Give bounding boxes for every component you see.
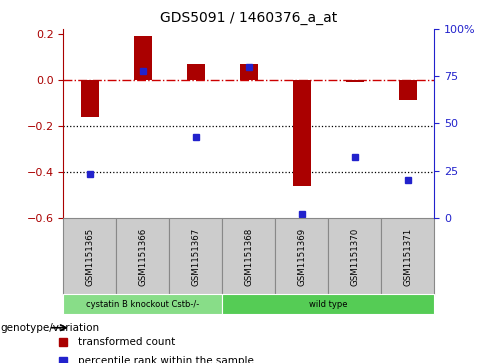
Bar <box>186 64 205 80</box>
Bar <box>381 218 434 296</box>
Bar <box>81 80 99 117</box>
Bar <box>240 64 258 80</box>
Bar <box>328 218 381 296</box>
Text: genotype/variation: genotype/variation <box>0 323 99 333</box>
Bar <box>134 36 152 80</box>
Bar <box>293 80 311 185</box>
Bar <box>399 80 417 101</box>
Text: GSM1151370: GSM1151370 <box>350 228 359 286</box>
Bar <box>275 218 328 296</box>
Text: GSM1151368: GSM1151368 <box>244 228 253 286</box>
Bar <box>117 218 169 296</box>
Text: transformed count: transformed count <box>78 338 175 347</box>
Bar <box>223 218 275 296</box>
Text: GSM1151369: GSM1151369 <box>297 228 306 286</box>
Text: percentile rank within the sample: percentile rank within the sample <box>78 356 254 363</box>
Text: GSM1151365: GSM1151365 <box>85 228 95 286</box>
Title: GDS5091 / 1460376_a_at: GDS5091 / 1460376_a_at <box>160 11 338 25</box>
Text: GSM1151371: GSM1151371 <box>403 228 412 286</box>
Text: cystatin B knockout Cstb-/-: cystatin B knockout Cstb-/- <box>86 299 200 309</box>
Bar <box>63 218 117 296</box>
Text: wild type: wild type <box>309 299 347 309</box>
Text: GSM1151366: GSM1151366 <box>139 228 147 286</box>
Bar <box>346 80 364 82</box>
Bar <box>63 294 223 314</box>
Text: GSM1151367: GSM1151367 <box>191 228 201 286</box>
Bar <box>223 294 434 314</box>
Bar <box>169 218 223 296</box>
